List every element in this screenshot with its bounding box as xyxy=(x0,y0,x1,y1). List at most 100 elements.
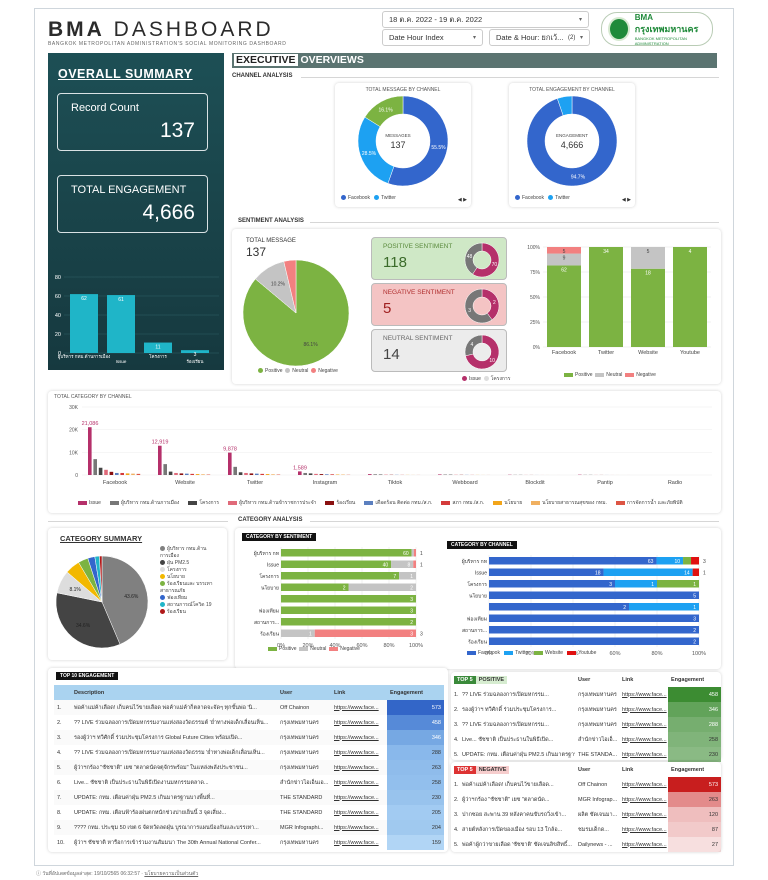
table-cell: THE STANDA... xyxy=(578,751,618,758)
table-cell: ผู้ว่าฯ ชัชชาติ หารือการเข้าร่วมงานสัมมน… xyxy=(74,839,261,846)
legend: ผู้บริหาร กทม.ด้านการเมือง ฝุ่น PM2.5 โครง… xyxy=(160,546,224,616)
link-cell[interactable]: https://www.face... xyxy=(622,691,667,698)
data-label: 1 xyxy=(693,582,696,588)
table-cell: THE STANDARD xyxy=(280,794,323,801)
data-label: 3 xyxy=(410,609,413,615)
tick-label: 10K xyxy=(69,450,79,456)
link-cell[interactable]: https://www.face... xyxy=(622,721,667,728)
privacy-policy-link[interactable]: นโยบายความเป็นส่วนตัว xyxy=(144,871,199,877)
top5-negative-card: TOP 5 NEGATIVE User Link Engagement 1. พ่อค้… xyxy=(451,762,722,852)
bar xyxy=(131,473,135,475)
legend-pager[interactable]: ◀ ▶ xyxy=(621,197,631,203)
date-range-picker[interactable]: 18 ต.ค. 2022 - 19 ต.ค. 2022 ▾ xyxy=(382,11,589,28)
data-label: 48 xyxy=(467,254,473,260)
link-cell[interactable]: https://www.face... xyxy=(622,811,667,818)
link-cell[interactable]: https://www.face... xyxy=(334,764,379,771)
bar xyxy=(195,474,200,475)
table-cell: กรุงเทพมหานคร xyxy=(280,839,319,846)
chevron-down-icon: ▾ xyxy=(578,17,582,23)
bar-segment xyxy=(489,637,699,645)
link-cell[interactable]: https://www.face... xyxy=(334,809,379,816)
slice xyxy=(472,242,500,278)
link-cell[interactable]: https://www.face... xyxy=(622,781,667,788)
tick-label: Twitter xyxy=(598,350,614,356)
legend-pager[interactable]: ◀ ▶ xyxy=(457,197,467,203)
tick-label: Twitter xyxy=(247,480,263,486)
bar-segment xyxy=(281,606,416,614)
bar xyxy=(168,471,173,475)
table-cell: 3. xyxy=(454,811,459,818)
bar-segment xyxy=(489,580,615,588)
link-cell[interactable]: https://www.face... xyxy=(622,796,667,803)
bar-segment xyxy=(281,595,416,603)
data-label: 12,919 xyxy=(152,440,169,446)
data-label: 1,589 xyxy=(293,465,307,471)
legend-item: ผู้บริหาร กทม.ด้านการเมือง xyxy=(109,500,179,506)
data-label: 1 xyxy=(309,632,312,638)
data-label: 40 xyxy=(383,563,389,569)
date-hour-filter[interactable]: Date & Hour: ยกเว้... (2) ▾ xyxy=(489,29,590,46)
table-row: 10. ผู้ว่าฯ ชัชชาติ หารือการเข้าร่วมงานสั… xyxy=(54,835,444,850)
tick-label: 0% xyxy=(533,345,541,351)
table-cell: THE STANDARD xyxy=(280,809,323,816)
bar xyxy=(98,467,103,475)
bar xyxy=(368,474,372,475)
tick-label: 20K xyxy=(69,428,79,434)
tick-label: ร้องเรียน xyxy=(187,359,204,364)
link-cell[interactable]: https://www.face... xyxy=(334,749,379,756)
link-cell[interactable]: https://www.face... xyxy=(334,824,379,831)
table-cell: พ่อค้าแม่ค้าเลือด! เก็บคนไว้ขายเลือด พ่อ… xyxy=(74,704,257,711)
legend: Issue ผู้บริหาร กทม.ด้านการเมือง โครงการ ผู… xyxy=(78,499,692,507)
table-cell: ชมรมเด็กด... xyxy=(578,826,609,833)
data-label: 2 xyxy=(493,300,496,306)
category-summary-card: CATEGORY SUMMARY 43.6% 34.6% 8.1% ผู้บริหา… xyxy=(48,528,227,660)
bar-segment xyxy=(281,618,416,626)
link-cell[interactable]: https://www.face... xyxy=(334,719,379,726)
bar-segment xyxy=(281,583,349,591)
tick-label: Webboard xyxy=(452,480,477,486)
sentiment-card: TOTAL MESSAGE 137 86.1% 10.2% Positive Ne… xyxy=(232,229,721,384)
legend: Positive Neutral Negative xyxy=(258,368,338,374)
table-cell: 458 xyxy=(668,687,722,702)
link-cell[interactable]: https://www.face... xyxy=(622,736,667,743)
data-label: 2 xyxy=(623,605,626,611)
mini-donut: 10 4 xyxy=(464,334,500,370)
slice xyxy=(387,95,449,187)
link-cell[interactable]: https://www.face... xyxy=(334,734,379,741)
tick-label: 100% xyxy=(527,245,540,251)
bar xyxy=(303,472,307,475)
link-cell[interactable]: https://www.face... xyxy=(622,826,667,833)
data-label: 18 xyxy=(645,271,651,277)
record-count-card: Record Count 137 xyxy=(57,93,208,151)
table-cell: สำนักข่าวไอเอ็นเอ... xyxy=(280,779,329,786)
link-cell[interactable]: https://www.face... xyxy=(622,841,667,848)
table-cell: 3. xyxy=(454,721,459,728)
bar xyxy=(325,474,329,475)
link-cell[interactable]: https://www.face... xyxy=(622,751,667,758)
bar-segment xyxy=(348,583,416,591)
link-cell[interactable]: https://www.face... xyxy=(334,704,379,711)
link-cell[interactable]: https://www.face... xyxy=(334,794,379,801)
bar xyxy=(298,471,302,475)
divider xyxy=(48,521,228,522)
bar xyxy=(249,473,254,475)
bar xyxy=(125,473,130,475)
table-row: 5. พ่อค้าผู้กว่าขายเลือด 'ชัชชาติ' ชัดเจน… xyxy=(451,837,722,852)
date-hour-index-filter[interactable]: Date Hour Index ▾ xyxy=(382,29,483,46)
link-cell[interactable]: https://www.face... xyxy=(334,779,379,786)
table-cell: ผู้ว่าฯกร้อง "ชัชชาติ" เยซ "ตลาดนัดจตุจั… xyxy=(74,764,248,771)
link-cell[interactable]: https://www.face... xyxy=(334,839,379,846)
table-cell: 6. xyxy=(57,779,62,786)
table-cell: กรุงเทพมหานคร xyxy=(280,734,319,741)
sentiment-pie-chart: 86.1% 10.2% xyxy=(242,259,350,367)
bar-segment xyxy=(692,568,699,576)
bar-segment xyxy=(603,568,693,576)
table-row: 7. UPDATE: กทม. เตือนค่าฝุ่น PM2.5 เกินมา… xyxy=(54,790,444,805)
table-cell: UPDATE: กทม. เตือนค่าฝุ่น PM2.5 เกินมาตร… xyxy=(74,794,215,801)
link-cell[interactable]: https://www.face... xyxy=(622,706,667,713)
table-row: 3.?? LIVE ร่วมฉลองการเปิดมหกรรม... กรุงเท… xyxy=(451,717,722,732)
legend-item: ร้องเรียนและ บรรเทา สาธารณภัย xyxy=(160,581,213,594)
bar xyxy=(163,464,167,475)
bar-segment xyxy=(615,580,657,588)
slice xyxy=(55,592,121,649)
